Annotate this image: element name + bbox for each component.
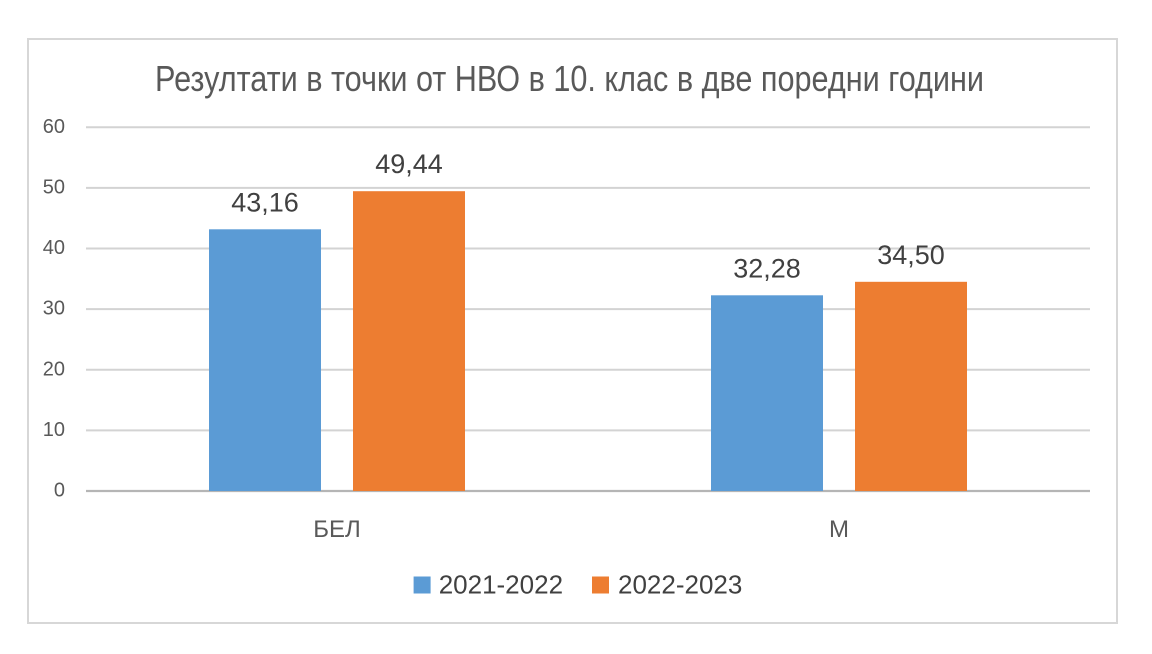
svg-text:2021-2022: 2021-2022 <box>439 570 563 600</box>
svg-text:49,44: 49,44 <box>375 149 443 179</box>
svg-text:БЕЛ: БЕЛ <box>313 516 361 543</box>
svg-text:30: 30 <box>43 298 65 320</box>
svg-text:20: 20 <box>43 358 65 380</box>
svg-text:50: 50 <box>43 177 65 199</box>
svg-text:40: 40 <box>43 237 65 259</box>
svg-text:2022-2023: 2022-2023 <box>618 570 742 600</box>
svg-text:10: 10 <box>43 419 65 441</box>
svg-text:60: 60 <box>43 116 65 138</box>
svg-text:Резултати в точки от НВО в 10.: Резултати в точки от НВО в 10. клас в дв… <box>155 58 984 99</box>
svg-text:32,28: 32,28 <box>733 253 801 283</box>
svg-text:0: 0 <box>54 480 65 502</box>
svg-text:43,16: 43,16 <box>231 187 299 217</box>
svg-text:М: М <box>829 516 849 543</box>
svg-text:34,50: 34,50 <box>877 240 945 270</box>
